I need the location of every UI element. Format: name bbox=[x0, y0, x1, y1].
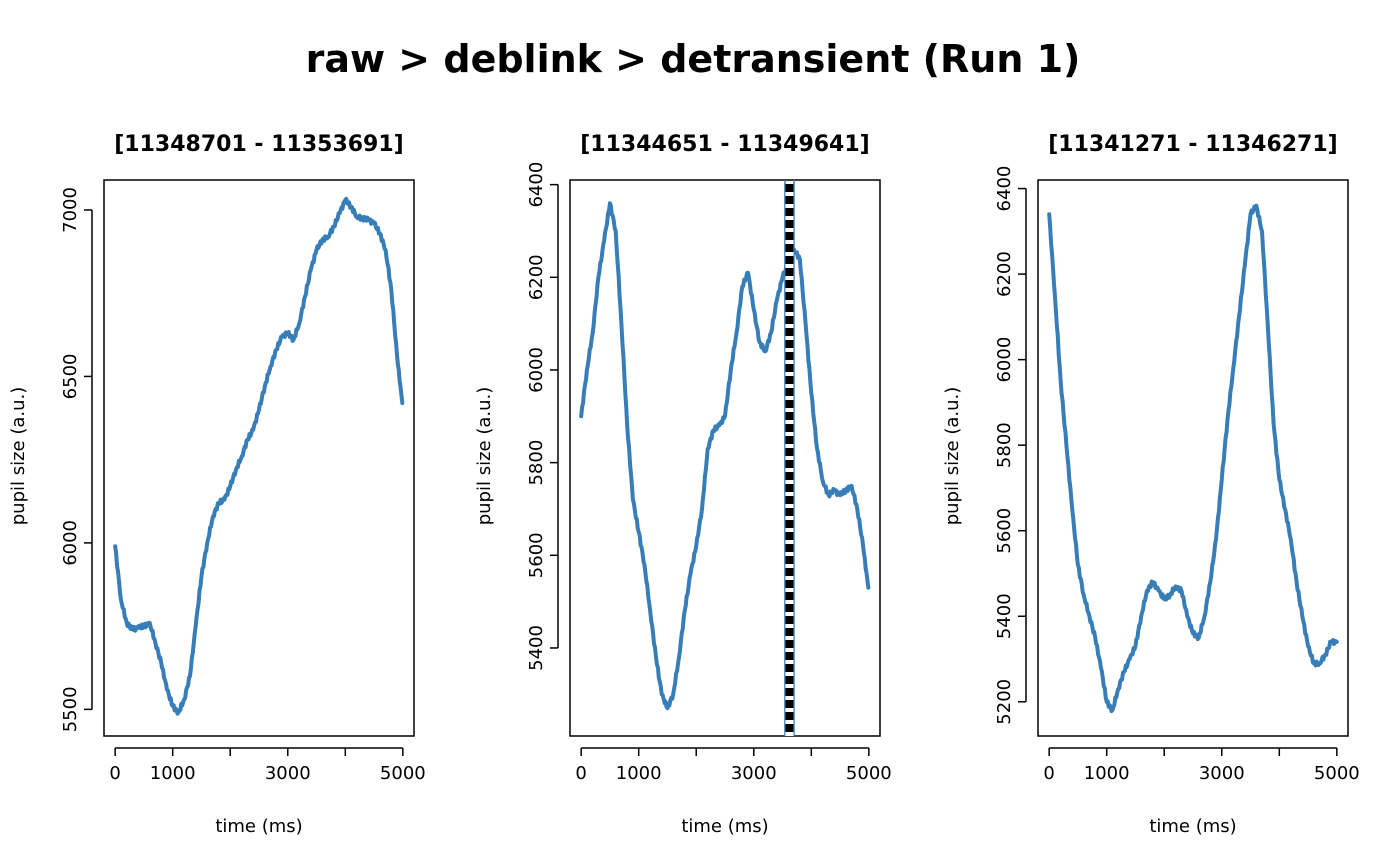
y-tick-label: 5800 bbox=[526, 440, 547, 486]
x-tick-label: 1000 bbox=[616, 763, 662, 784]
x-tick-label: 3000 bbox=[1199, 763, 1245, 784]
panel-title: [11344651 - 11349641] bbox=[580, 132, 869, 157]
y-tick-label: 6400 bbox=[994, 166, 1015, 212]
y-tick-label: 5600 bbox=[994, 508, 1015, 554]
panel-1: [11348701 - 11353691] 0 1000 3000 5000 time (… bbox=[8, 132, 426, 837]
y-tick-label: 6000 bbox=[526, 347, 547, 393]
plot-frame bbox=[103, 179, 415, 737]
y-tick-label: 7000 bbox=[60, 187, 81, 233]
y-tick-label: 6200 bbox=[526, 254, 547, 300]
x-tick-label: 0 bbox=[575, 763, 586, 784]
panel-title: [11341271 - 11346271] bbox=[1048, 132, 1337, 157]
panel-title: [11348701 - 11353691] bbox=[114, 132, 403, 157]
y-tick-label: 5800 bbox=[994, 422, 1015, 468]
x-axis-label: time (ms) bbox=[1149, 816, 1236, 837]
y-tick-label: 6000 bbox=[60, 520, 81, 566]
y-tick-label: 5200 bbox=[994, 679, 1015, 725]
y-tick-label: 5400 bbox=[994, 593, 1015, 639]
panel-2: [11344651 - 11349641] 0 1000 3000 5000 time (… bbox=[474, 132, 892, 837]
panel-3: [11341271 - 11346271] 0 1000 3000 5000 time (… bbox=[942, 132, 1360, 837]
y-tick-label: 5400 bbox=[526, 625, 547, 671]
x-tick-label: 5000 bbox=[846, 763, 892, 784]
series-line bbox=[1047, 203, 1339, 714]
panels: [11348701 - 11353691] 0 1000 3000 5000 time (… bbox=[8, 132, 1360, 837]
x-tick-label: 1000 bbox=[1084, 763, 1130, 784]
x-tick-label: 3000 bbox=[731, 763, 777, 784]
y-tick-label: 6400 bbox=[526, 162, 547, 208]
series-line bbox=[579, 201, 871, 711]
y-axis-label: pupil size (a.u.) bbox=[8, 387, 29, 526]
x-tick-label: 0 bbox=[1043, 763, 1054, 784]
series-line bbox=[113, 196, 405, 716]
x-tick-label: 1000 bbox=[150, 763, 196, 784]
plot-frame bbox=[1037, 179, 1349, 737]
y-tick-label: 5500 bbox=[60, 686, 81, 732]
main-title: raw > deblink > detransient (Run 1) bbox=[306, 37, 1081, 81]
x-tick-label: 5000 bbox=[1314, 763, 1360, 784]
x-axis-label: time (ms) bbox=[215, 816, 302, 837]
y-tick-label: 6200 bbox=[994, 251, 1015, 297]
y-axis-label: pupil size (a.u.) bbox=[474, 387, 495, 526]
plot-frame bbox=[569, 179, 881, 737]
x-tick-label: 3000 bbox=[265, 763, 311, 784]
x-axis-label: time (ms) bbox=[681, 816, 768, 837]
x-tick-label: 0 bbox=[109, 763, 120, 784]
y-tick-label: 6000 bbox=[994, 337, 1015, 383]
x-tick-label: 5000 bbox=[380, 763, 426, 784]
y-axis-label: pupil size (a.u.) bbox=[942, 387, 963, 526]
y-tick-label: 6500 bbox=[60, 354, 81, 400]
y-tick-label: 5600 bbox=[526, 532, 547, 578]
